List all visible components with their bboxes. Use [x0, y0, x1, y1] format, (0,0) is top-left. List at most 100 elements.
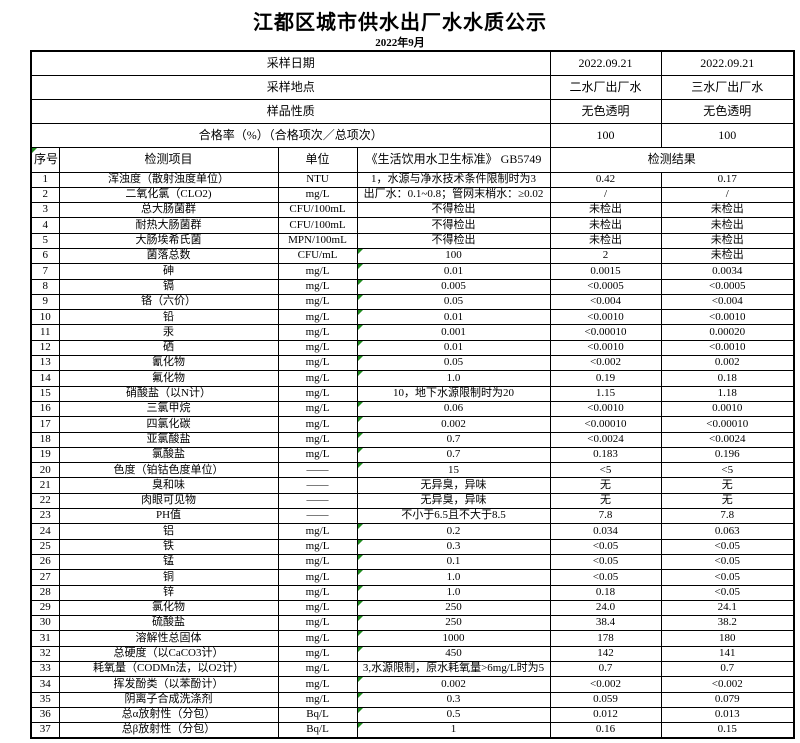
cell-result-plant3: 7.8 — [660, 508, 795, 525]
data-section: 1 浑浊度（散射浊度单位） NTU 1，水源与净水技术条件限制时为3 0.42 0.17 2… — [30, 171, 795, 739]
cell-result-plant2: 0.16 — [549, 722, 662, 739]
cell-item: 氯化物 — [58, 599, 279, 617]
cell-item: 耐热大肠菌群 — [58, 217, 279, 234]
cell-result-plant3: 1.18 — [660, 385, 795, 402]
cell-result-plant3: 无 — [660, 492, 795, 510]
cell-unit: mg/L — [277, 278, 358, 295]
cell-item: 总硬度（以CaCO3计） — [58, 645, 279, 663]
cell-unit: mg/L — [277, 630, 358, 647]
cell-unit: mg/L — [277, 309, 358, 326]
cell-standard: 1.0 — [356, 584, 551, 601]
cell-no: 16 — [30, 400, 60, 418]
cell-result-plant3: 0.7 — [660, 660, 795, 678]
cell-item: 铜 — [58, 569, 279, 586]
cell-item: 氰化物 — [58, 355, 279, 372]
cell-result-plant2: 0.034 — [549, 523, 662, 540]
cell-no: 1 — [30, 171, 60, 188]
cell-item: 锌 — [58, 584, 279, 601]
cell-result-plant3: <0.004 — [660, 293, 795, 311]
col-header-item: 检测项目 — [58, 146, 279, 173]
summary-row: 采样日期 2022.09.21 2022.09.21 — [30, 50, 795, 76]
table-row: 26 锰 mg/L 0.1 <0.05 <0.05 — [30, 553, 795, 571]
cell-result-plant3: 未检出 — [660, 232, 795, 249]
cell-result-plant3: <0.0010 — [660, 339, 795, 357]
cell-result-plant3: 未检出 — [660, 247, 795, 265]
summary-label: 采样地点 — [30, 74, 551, 100]
cell-result-plant2: 无 — [549, 492, 662, 510]
summary-row: 合格率（%）（合格项次／总项次） 100 100 — [30, 122, 795, 148]
table-row: 17 四氯化碳 mg/L 0.002 <0.00010 <0.00010 — [30, 416, 795, 433]
cell-result-plant3: 0.002 — [660, 355, 795, 372]
cell-result-plant2: 未检出 — [549, 232, 662, 249]
cell-standard: 15 — [356, 462, 551, 479]
cell-no: 17 — [30, 416, 60, 433]
summary-value-plant3: 三水厂出厂水 — [660, 74, 795, 100]
summary-row: 采样地点 二水厂出厂水 三水厂出厂水 — [30, 74, 795, 100]
cell-item: 肉眼可见物 — [58, 492, 279, 510]
col-header-index: 序号 — [30, 146, 60, 173]
cell-result-plant3: 0.063 — [660, 523, 795, 540]
cell-standard: 1，水源与净水技术条件限制时为3 — [356, 171, 551, 188]
cell-unit: —— — [277, 508, 358, 525]
cell-result-plant3: <0.0010 — [660, 309, 795, 326]
cell-no: 14 — [30, 370, 60, 387]
cell-result-plant3: 0.15 — [660, 722, 795, 739]
cell-item: 总α放射性（分包） — [58, 706, 279, 724]
cell-standard: 1.0 — [356, 569, 551, 586]
cell-result-plant2: <0.0010 — [549, 339, 662, 357]
cell-item: 挥发酚类（以苯酚计） — [58, 676, 279, 693]
cell-unit: mg/L — [277, 569, 358, 586]
page-title: 江都区城市供水出厂水水质公示 — [253, 12, 547, 34]
summary-label: 合格率（%）（合格项次／总项次） — [30, 122, 551, 148]
cell-no: 34 — [30, 676, 60, 693]
table-row: 19 氯酸盐 mg/L 0.7 0.183 0.196 — [30, 446, 795, 464]
cell-result-plant2: <0.00010 — [549, 416, 662, 433]
cell-result-plant3: / — [660, 186, 795, 204]
cell-no: 11 — [30, 324, 60, 341]
table-row: 24 铝 mg/L 0.2 0.034 0.063 — [30, 523, 795, 540]
table-row: 1 浑浊度（散射浊度单位） NTU 1，水源与净水技术条件限制时为3 0.42 0.17 — [30, 171, 795, 188]
cell-result-plant2: 未检出 — [549, 217, 662, 234]
cell-no: 33 — [30, 660, 60, 678]
cell-standard: 1000 — [356, 630, 551, 647]
cell-result-plant2: 1.15 — [549, 385, 662, 402]
table-row: 22 肉眼可见物 —— 无异臭，异味无无 — [30, 492, 795, 510]
cell-no: 31 — [30, 630, 60, 647]
table-row: 33 耗氧量（CODMn法，以O2计） mg/L 3,水源限制，原水耗氧量>6mg/L… — [30, 660, 795, 678]
table-row: 3 总大肠菌群 CFU/100mL 不得检出 未检出 未检出 — [30, 202, 795, 219]
cell-result-plant2: <0.0005 — [549, 278, 662, 295]
cell-no: 18 — [30, 431, 60, 448]
cell-unit: mg/L — [277, 676, 358, 693]
table-row: 25 铁 mg/L 0.3 <0.05 <0.05 — [30, 538, 795, 555]
cell-result-plant3: 0.079 — [660, 691, 795, 708]
cell-standard: 0.005 — [356, 278, 551, 295]
cell-standard: 无异臭，异味 — [356, 477, 551, 494]
table-row: 32 总硬度（以CaCO3计） mg/L 450 142 141 — [30, 645, 795, 663]
cell-no: 10 — [30, 309, 60, 326]
cell-no: 27 — [30, 569, 60, 586]
summary-value-plant2: 无色透明 — [549, 98, 662, 124]
cell-standard: 0.05 — [356, 293, 551, 311]
cell-standard: 不得检出 — [356, 202, 551, 219]
cell-standard: 250 — [356, 615, 551, 632]
cell-item: 二氧化氯（CLO2) — [58, 186, 279, 204]
cell-standard: 0.05 — [356, 355, 551, 372]
cell-unit: mg/L — [277, 645, 358, 663]
table-row: 7 砷 mg/L 0.01 0.0015 0.0034 — [30, 263, 795, 280]
cell-result-plant3: <0.0024 — [660, 431, 795, 448]
cell-no: 15 — [30, 385, 60, 402]
table-row: 35 阴离子合成洗涤剂 mg/L 0.3 0.059 0.079 — [30, 691, 795, 708]
cell-standard: 不得检出 — [356, 232, 551, 249]
cell-unit: —— — [277, 462, 358, 479]
table-row: 4 耐热大肠菌群 CFU/100mL 不得检出 未检出 未检出 — [30, 217, 795, 234]
cell-standard: 450 — [356, 645, 551, 663]
cell-result-plant2: 24.0 — [549, 599, 662, 617]
cell-no: 23 — [30, 508, 60, 525]
cell-standard: 0.06 — [356, 400, 551, 418]
cell-standard: 0.01 — [356, 309, 551, 326]
cell-item: PH值 — [58, 508, 279, 525]
cell-no: 20 — [30, 462, 60, 479]
cell-result-plant2: <0.002 — [549, 676, 662, 693]
cell-unit: mg/L — [277, 615, 358, 632]
cell-result-plant3: 0.17 — [660, 171, 795, 188]
